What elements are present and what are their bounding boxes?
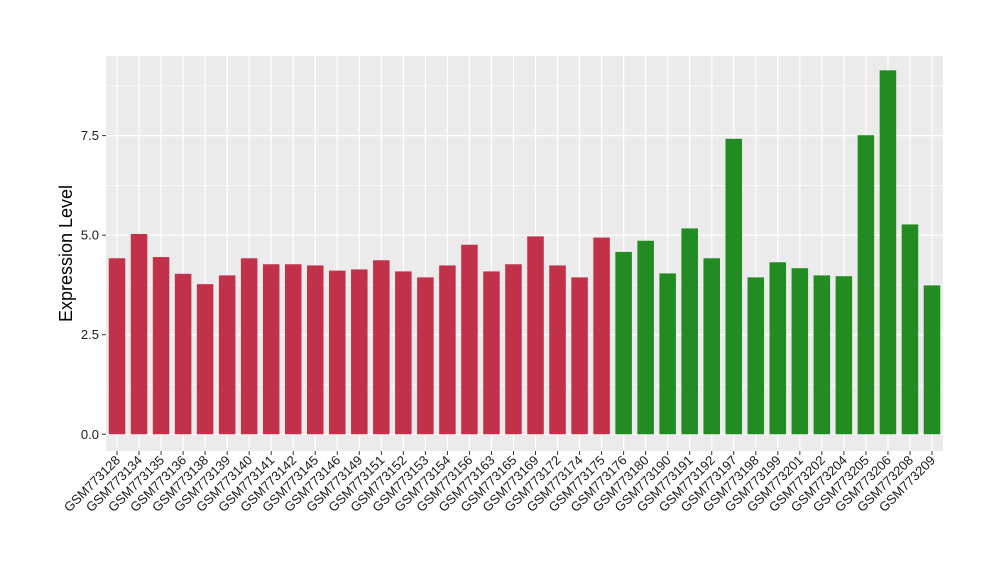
bar-GSM773136 [174,273,192,435]
bar-GSM773180 [637,240,654,435]
bar-GSM773204 [835,276,853,435]
bar-GSM773156 [461,244,478,435]
bar-GSM773134 [130,233,148,435]
bar-GSM773152 [395,271,412,435]
bar-GSM773128 [108,258,126,435]
bar-GSM773175 [593,237,610,435]
bar-GSM773191 [681,228,698,435]
bar-GSM773201 [791,268,809,435]
bars [108,70,941,435]
bar-GSM773169 [527,236,544,435]
bar-GSM773138 [196,284,214,435]
bar-GSM773206 [879,70,897,435]
bar-GSM773198 [747,277,765,435]
bar-GSM773135 [152,257,170,435]
bar-GSM773140 [240,258,258,435]
bar-GSM773163 [483,271,500,435]
bar-GSM773151 [373,260,390,435]
bar-GSM773190 [659,273,676,435]
y-tick-label: 7.5 [81,128,99,143]
bar-GSM773197 [725,138,743,435]
bar-GSM773199 [769,262,787,435]
y-tick-label: 5.0 [81,228,99,243]
bar-GSM773172 [549,265,566,435]
bar-GSM773174 [571,277,588,435]
bar-GSM773209 [923,285,941,435]
bar-GSM773202 [813,275,831,435]
bar-GSM773142 [284,264,302,435]
bar-GSM773208 [901,224,919,435]
y-axis-title: Expression Level [56,185,76,322]
y-tick-label: 0.0 [81,427,99,442]
bar-GSM773205 [857,135,875,435]
bar-GSM773176 [615,251,632,435]
y-tick-label: 2.5 [81,327,99,342]
bar-GSM773154 [439,265,456,435]
y-axis: 0.0 2.5 5.0 7.5 [81,128,106,442]
bar-GSM773192 [703,258,720,435]
bar-GSM773146 [329,270,346,435]
bar-GSM773141 [262,264,280,435]
x-axis: GSM773128GSM773134GSM773135GSM773136GSM7… [61,451,938,515]
bar-GSM773145 [306,265,324,435]
bar-GSM773165 [505,264,522,435]
bar-GSM773149 [351,269,368,435]
bar-GSM773153 [417,277,434,435]
bar-GSM773139 [218,275,236,435]
